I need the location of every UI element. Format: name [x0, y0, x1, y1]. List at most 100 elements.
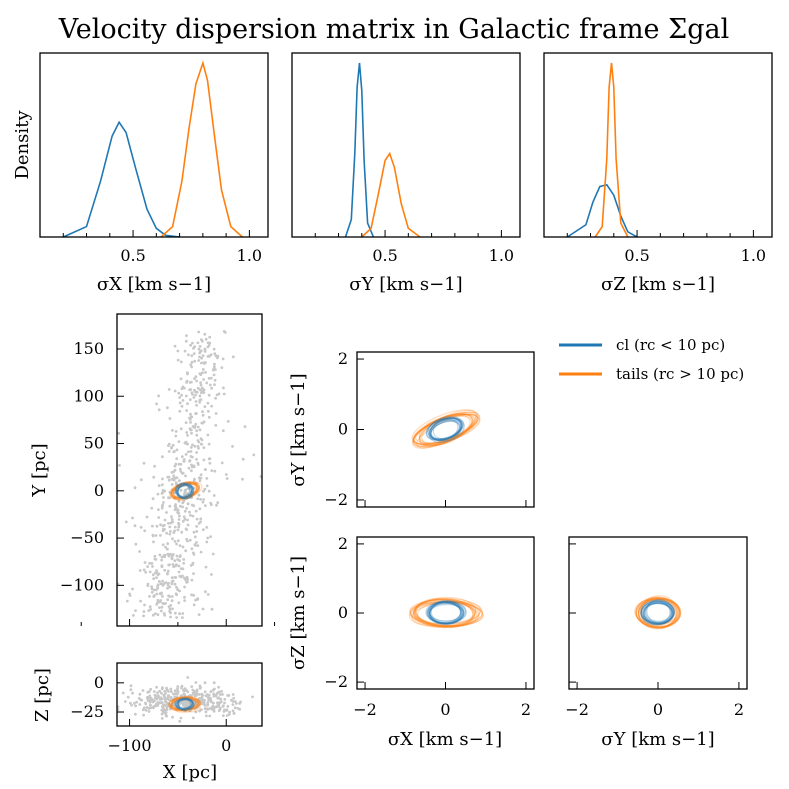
field-star	[164, 711, 168, 714]
cl-ellipse	[175, 482, 191, 498]
cl-ellipse	[640, 600, 674, 625]
tails-ellipse	[412, 413, 478, 445]
field-star	[195, 451, 199, 454]
tails-ellipse	[415, 598, 476, 628]
tails-ellipse	[409, 600, 481, 625]
field-star	[195, 517, 199, 521]
tick-label: 150	[73, 339, 104, 358]
field-star	[206, 703, 210, 706]
field-star	[160, 492, 164, 495]
tails-ellipse	[413, 413, 476, 446]
field-star	[188, 416, 191, 420]
density-sigma-x-frame	[39, 52, 269, 238]
field-star	[197, 359, 201, 362]
tick-label: 0	[94, 673, 104, 692]
tails-ellipse	[635, 597, 681, 629]
field-star	[178, 574, 182, 578]
field-star	[219, 693, 222, 696]
field-star	[173, 464, 177, 468]
field-star	[206, 433, 210, 437]
field-star	[166, 598, 170, 602]
field-star	[156, 701, 160, 704]
field-star	[202, 489, 205, 493]
field-star	[161, 686, 164, 690]
cl-ellipse	[427, 601, 462, 624]
field-star	[190, 696, 194, 700]
field-star	[198, 428, 202, 432]
field-star	[157, 572, 161, 576]
field-star	[177, 518, 181, 521]
field-star	[223, 701, 226, 705]
field-star	[205, 381, 209, 385]
field-star	[162, 612, 166, 615]
field-star	[161, 583, 165, 587]
sigma-x-xlabel: σX [km s−1]	[388, 729, 502, 750]
field-star	[217, 685, 221, 689]
field-star	[166, 572, 169, 575]
field-star	[183, 687, 187, 690]
field-star	[160, 691, 163, 695]
field-star	[214, 424, 218, 427]
field-star	[150, 587, 154, 591]
tails-ellipse	[635, 598, 682, 628]
field-star	[201, 371, 204, 375]
field-star	[142, 713, 146, 717]
tails-ellipse	[637, 597, 680, 627]
field-star	[238, 702, 242, 705]
field-star	[189, 446, 193, 449]
field-star	[189, 450, 193, 453]
tails-ellipse	[172, 482, 198, 498]
field-star	[212, 681, 216, 685]
field-star	[214, 412, 218, 415]
field-star	[138, 569, 142, 572]
field-star	[168, 610, 172, 613]
field-star	[171, 563, 175, 566]
cl-ellipse	[177, 484, 193, 498]
tails-ellipse	[634, 597, 681, 626]
field-star	[185, 580, 189, 584]
field-star	[182, 386, 186, 390]
field-star	[175, 542, 179, 546]
field-star	[192, 572, 195, 575]
field-star	[185, 703, 189, 706]
cl-ellipse	[174, 698, 194, 710]
field-star	[162, 496, 165, 499]
cl-ellipse	[428, 600, 463, 624]
field-star	[160, 565, 164, 569]
field-star	[200, 338, 203, 341]
field-star	[187, 353, 190, 357]
field-star	[146, 565, 150, 568]
field-star	[152, 577, 156, 581]
cl-ellipse	[175, 698, 193, 710]
cl-ellipse	[177, 698, 193, 710]
field-star	[184, 453, 188, 456]
field-star	[189, 513, 192, 517]
field-star	[190, 360, 194, 364]
field-star	[168, 491, 172, 494]
field-star	[182, 515, 186, 519]
field-star	[146, 582, 150, 586]
density-curve-cl	[566, 183, 638, 238]
field-star	[200, 702, 204, 706]
field-star	[173, 344, 177, 348]
field-star	[193, 359, 197, 363]
field-star	[195, 525, 199, 528]
field-star	[198, 507, 202, 511]
field-star	[198, 394, 202, 398]
field-star	[197, 693, 201, 696]
field-star	[183, 509, 187, 513]
field-star	[190, 469, 193, 473]
cl-ellipse	[427, 416, 464, 442]
field-star	[150, 590, 154, 594]
field-star	[185, 492, 189, 495]
field-star	[177, 499, 181, 503]
field-star	[167, 388, 171, 391]
field-star	[202, 391, 206, 394]
field-star	[174, 592, 178, 596]
tails-ellipse	[171, 483, 200, 499]
field-star	[188, 510, 191, 514]
field-star	[181, 612, 185, 615]
field-star	[141, 689, 145, 692]
field-star	[164, 700, 168, 704]
